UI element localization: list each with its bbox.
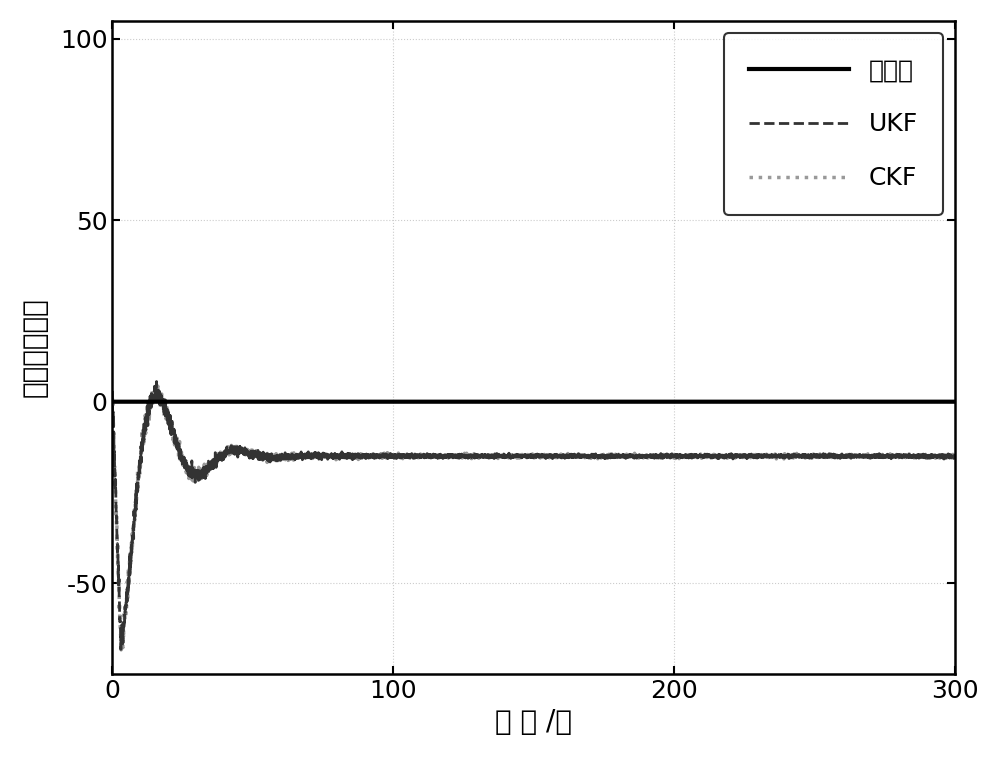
UKF bbox=[115, 645, 127, 654]
Line: UKF: UKF bbox=[112, 382, 955, 650]
新方法 bbox=[484, 397, 496, 407]
新方法 bbox=[949, 397, 961, 407]
CKF bbox=[424, 453, 436, 462]
CKF bbox=[152, 382, 164, 391]
UKF bbox=[424, 453, 436, 462]
CKF bbox=[106, 394, 118, 403]
新方法 bbox=[307, 397, 319, 407]
Y-axis label: 纵摇（角度）: 纵摇（角度） bbox=[21, 298, 49, 397]
UKF bbox=[949, 451, 961, 460]
UKF bbox=[943, 452, 955, 461]
新方法 bbox=[302, 397, 314, 407]
CKF bbox=[949, 453, 961, 462]
UKF bbox=[151, 377, 163, 386]
CKF bbox=[943, 451, 955, 460]
新方法 bbox=[106, 397, 118, 407]
UKF bbox=[484, 452, 496, 461]
UKF bbox=[302, 453, 314, 462]
新方法 bbox=[943, 397, 955, 407]
CKF bbox=[311, 449, 323, 458]
Line: CKF: CKF bbox=[112, 386, 955, 650]
UKF bbox=[307, 450, 319, 459]
UKF bbox=[106, 386, 118, 395]
CKF bbox=[302, 451, 314, 460]
CKF bbox=[115, 645, 127, 654]
新方法 bbox=[424, 397, 436, 407]
Legend: 新方法, UKF, CKF: 新方法, UKF, CKF bbox=[724, 33, 943, 215]
新方法 bbox=[311, 397, 323, 407]
CKF bbox=[484, 453, 496, 462]
UKF bbox=[311, 451, 323, 460]
CKF bbox=[307, 453, 319, 462]
X-axis label: 时 间 /秒: 时 间 /秒 bbox=[495, 708, 572, 736]
